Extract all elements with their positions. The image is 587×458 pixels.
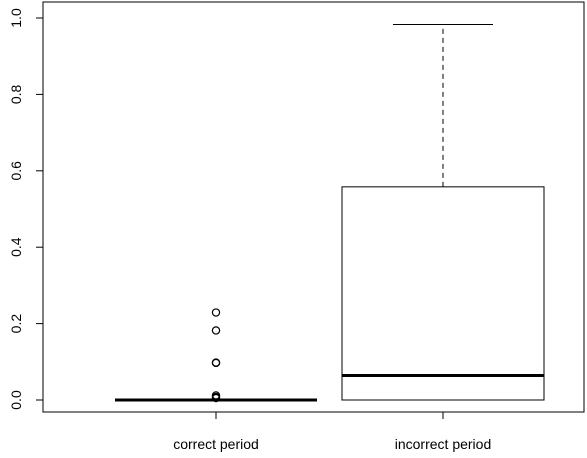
y-tick-label: 1.0 xyxy=(8,8,24,28)
box-group-2 xyxy=(341,23,545,401)
box-group-1 xyxy=(115,308,317,403)
x-tick-label: incorrect period xyxy=(395,436,492,452)
y-axis-ticks: 0.0 0.2 0.4 0.6 0.8 1.0 xyxy=(8,8,43,410)
outlier-point xyxy=(211,326,221,335)
box-body xyxy=(341,186,545,401)
outlier-point xyxy=(211,308,221,317)
outlier-point xyxy=(211,358,221,368)
y-tick-label: 0.6 xyxy=(8,161,24,181)
boxes xyxy=(115,23,545,403)
y-tick-label: 0.8 xyxy=(8,84,24,104)
outlier-point xyxy=(211,393,221,403)
x-tick-label: correct period xyxy=(173,436,259,452)
y-tick-label: 0.2 xyxy=(8,314,24,334)
y-tick-label: 0.0 xyxy=(8,390,24,410)
plot-frame xyxy=(42,1,585,413)
y-tick-label: 0.4 xyxy=(8,237,24,257)
x-axis-ticks: correct period incorrect period xyxy=(173,412,491,452)
